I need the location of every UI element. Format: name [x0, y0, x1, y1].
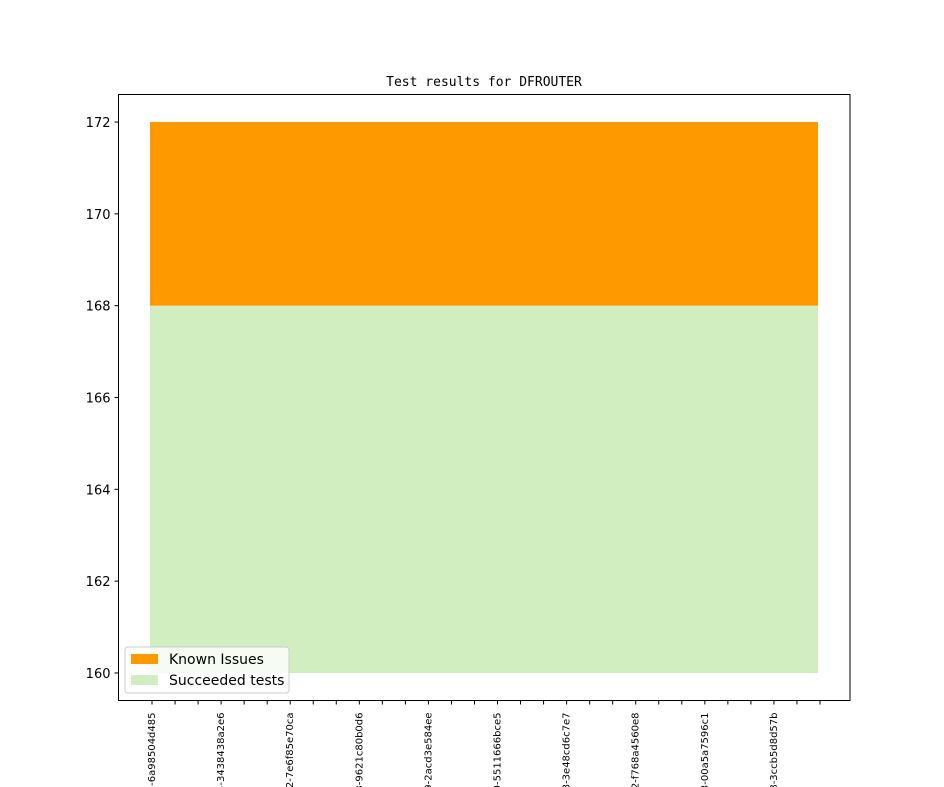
legend-label-known-issues: Known Issues: [169, 652, 264, 668]
y-tick-label: 160: [86, 667, 111, 682]
x-tick-label: 3-3e48cd6c7e7: [562, 713, 573, 787]
x-tick-label: 9-5511666bce5: [493, 713, 504, 787]
legend-swatch-succeeded-tests: [131, 675, 158, 685]
x-tick-label: 4-3438438a2e6: [216, 713, 227, 787]
area-known-issues: [150, 122, 818, 306]
legend-swatch-known-issues: [131, 654, 158, 664]
x-tick-label: 2-7e6f85e70ca: [285, 713, 296, 787]
chart-title: Test results for DFROUTER: [386, 75, 582, 90]
legend-label-succeeded-tests: Succeeded tests: [169, 673, 284, 689]
area-succeeded-tests: [150, 305, 818, 673]
x-tick-label: 9-2acd3e584ee: [423, 713, 434, 787]
y-tick-label: 164: [86, 483, 111, 498]
x-tick-label: 8-3ccb5d8d57b: [769, 713, 780, 787]
y-tick-label: 166: [86, 392, 111, 407]
y-tick-label: 170: [86, 208, 111, 223]
y-tick-label: 172: [86, 116, 111, 131]
x-tick-label: 2-f768a4560e8: [631, 713, 642, 787]
x-tick-label: 3-9621c80b0d6: [354, 713, 365, 787]
y-tick-label: 168: [86, 300, 111, 315]
x-tick-label: 2-6a98504d485: [147, 713, 158, 787]
x-tick-label: 3-00a5a7596c1: [700, 713, 711, 787]
legend: Known Issues Succeeded tests: [124, 646, 290, 694]
y-tick-label: 162: [86, 575, 111, 590]
